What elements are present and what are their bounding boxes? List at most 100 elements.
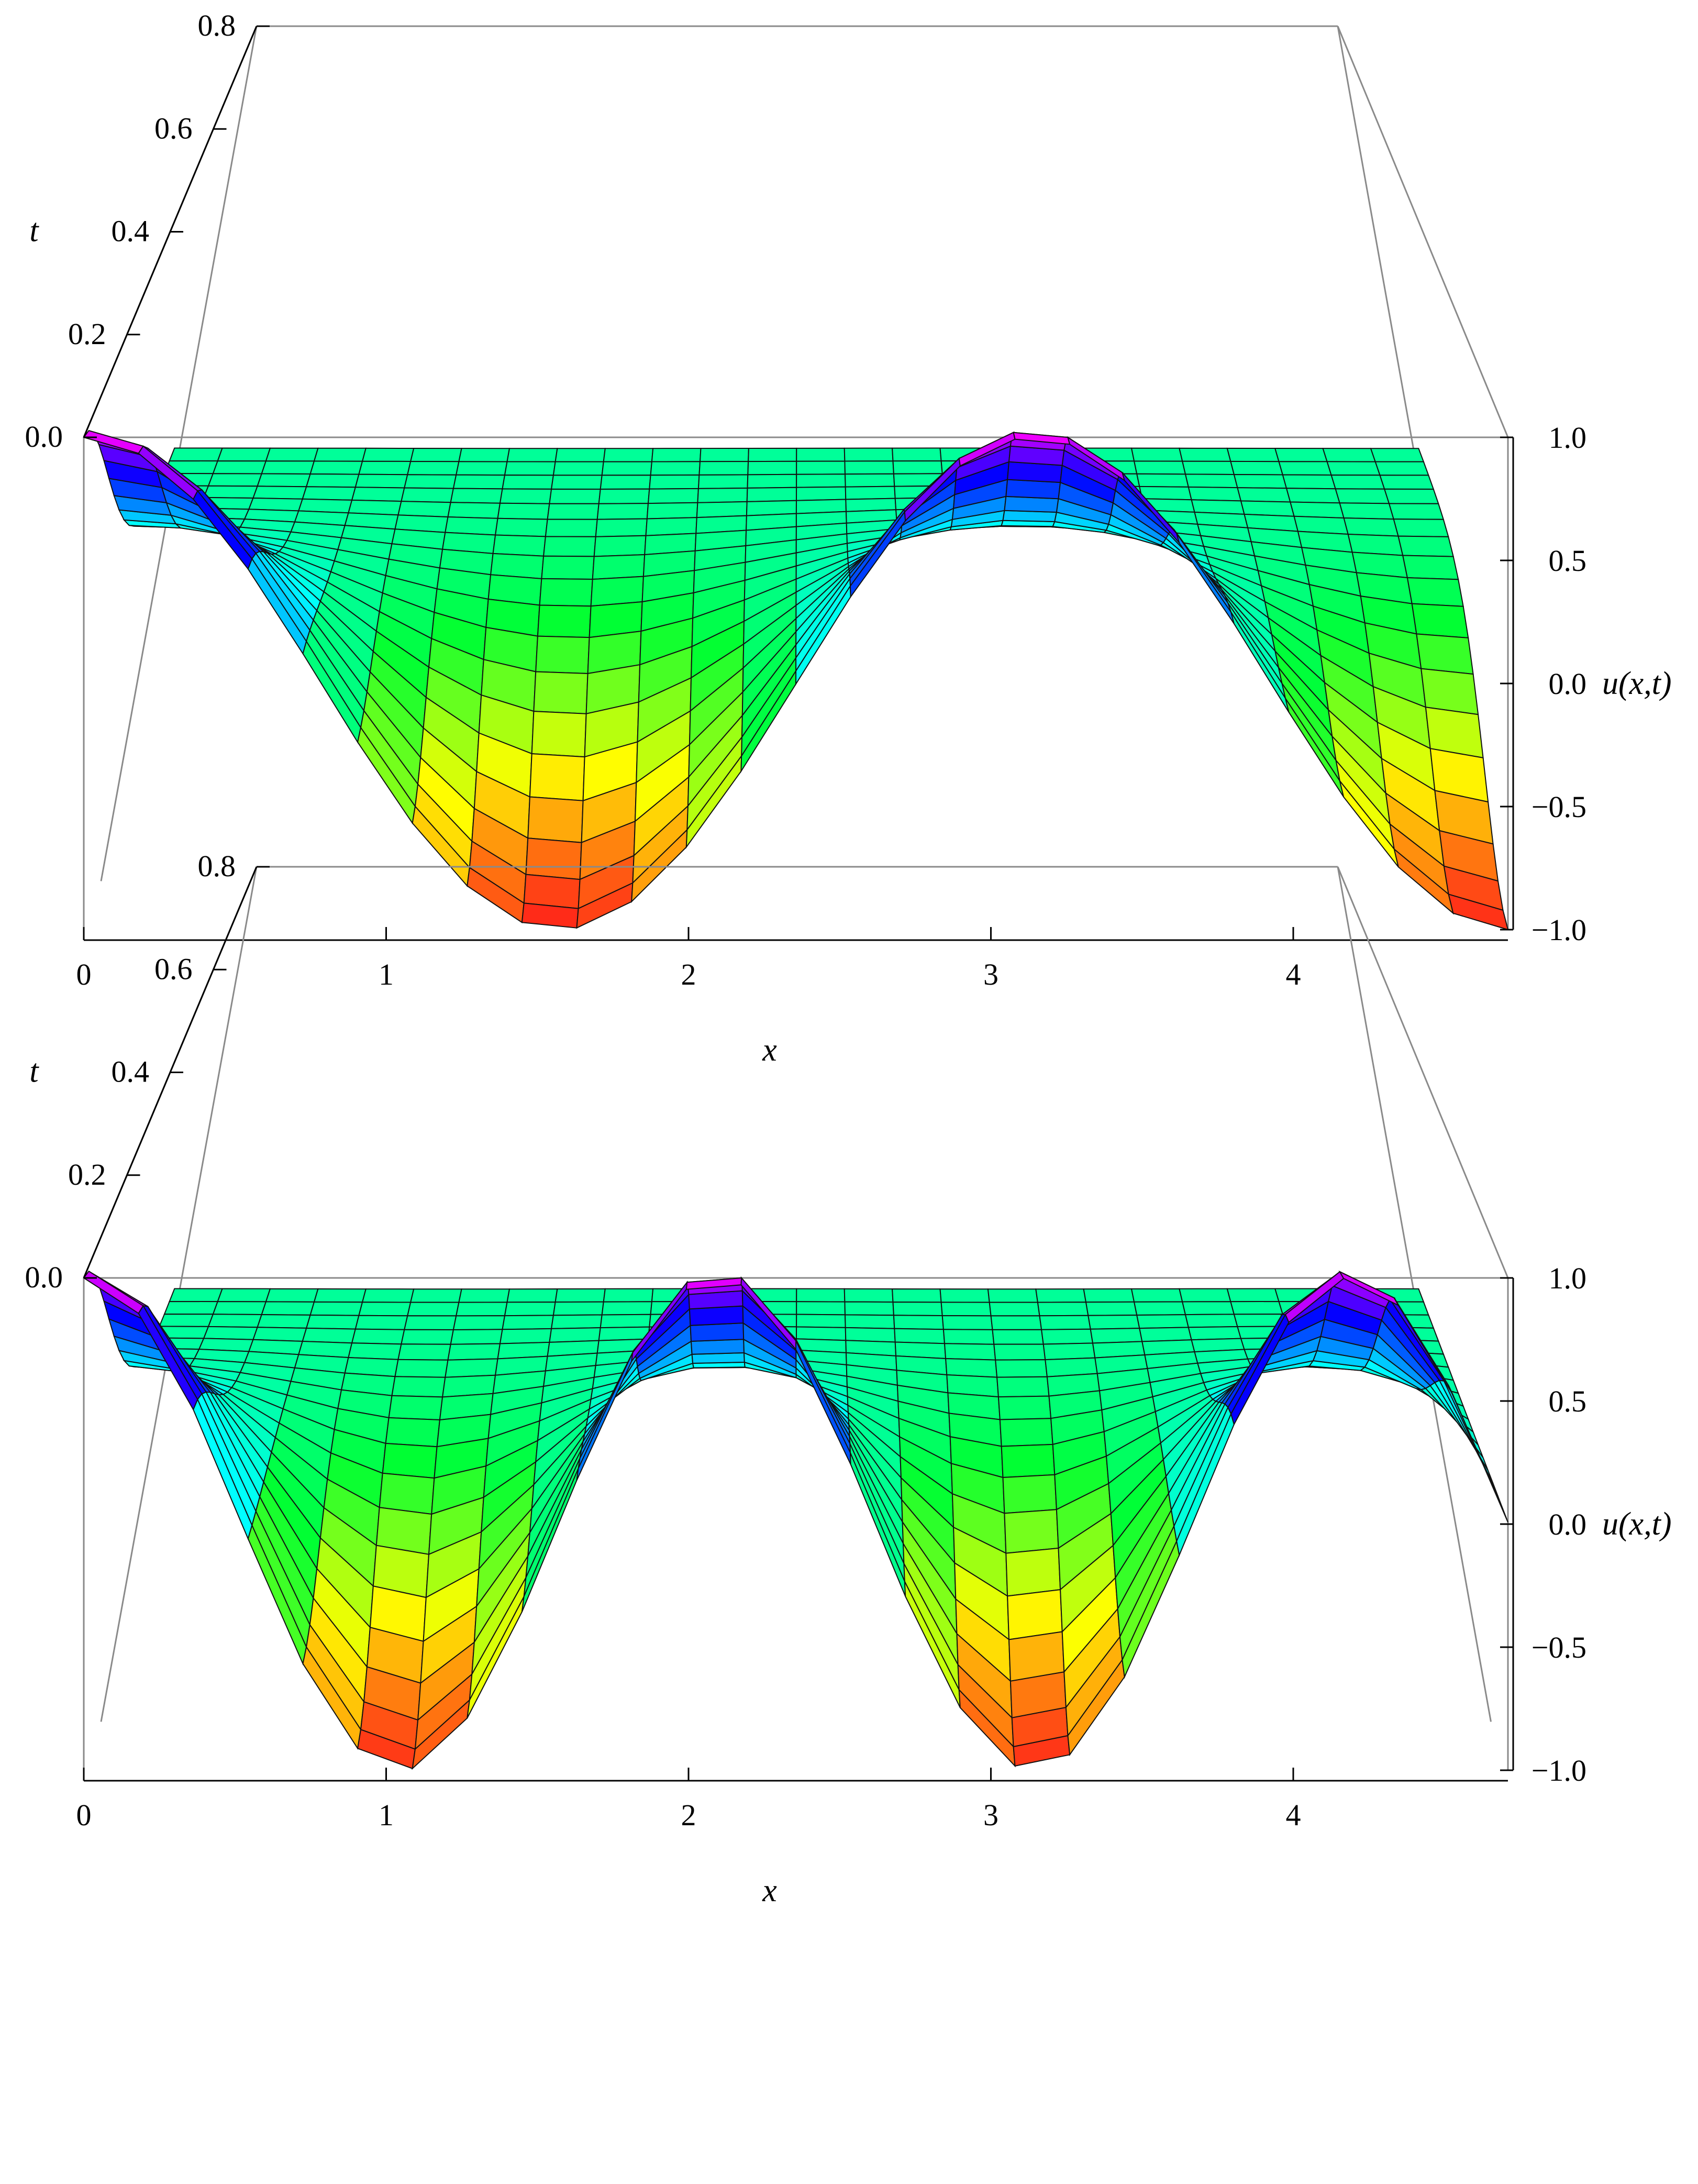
surface-patch (265, 447, 319, 462)
surface-patch (690, 1339, 745, 1355)
surface-patch (1133, 460, 1186, 475)
surface-patch (554, 448, 606, 462)
surface-patch (504, 461, 556, 476)
surface-patch (844, 460, 894, 475)
surface-patch (1087, 1314, 1140, 1330)
surface-patch (1007, 1589, 1063, 1640)
t-tick-label: 0.4 (112, 214, 150, 248)
surface-patch (302, 1327, 357, 1344)
surface-patch (1379, 475, 1435, 490)
surface-patch (404, 1315, 457, 1331)
surface-patch (1179, 447, 1231, 462)
surface-patch (1289, 501, 1345, 519)
surface-patch (545, 519, 598, 537)
surface-patch (445, 1358, 498, 1378)
surface-patch (361, 1288, 415, 1303)
surface-patch (1388, 503, 1445, 520)
surface-patch (452, 474, 506, 490)
surface-patch (1383, 488, 1439, 504)
x-tick-label: 3 (983, 1798, 998, 1832)
surface-patch (407, 1301, 460, 1317)
surface-patch (401, 487, 454, 503)
surface-patch (600, 1314, 651, 1329)
surface-patch (600, 475, 651, 490)
surface-patch (207, 473, 263, 487)
surface-patch (795, 1326, 847, 1341)
surface-patch (527, 796, 584, 843)
surface-patch (302, 486, 357, 501)
surface-patch (795, 486, 847, 501)
surface-patch (1237, 487, 1291, 503)
surface-patch (990, 1315, 1042, 1330)
surface-patch (447, 1343, 501, 1361)
surface-patch (354, 1315, 408, 1330)
surface-patch (1035, 1288, 1087, 1303)
u-tick-label: 1.0 (1549, 421, 1587, 455)
surface-patch (1416, 633, 1474, 675)
surface-patch (1326, 461, 1381, 476)
surface-patch (997, 1395, 1052, 1420)
surface-patch (163, 1300, 219, 1315)
x-tick-label: 1 (379, 1798, 394, 1832)
surface-patch (452, 1315, 506, 1331)
surface-patch (492, 534, 547, 557)
surface-patch (1226, 447, 1280, 462)
surface-patch (539, 578, 593, 607)
surface-patch (892, 1301, 943, 1317)
surface-patch (892, 447, 942, 462)
surface-patch (844, 447, 894, 462)
surface-patch (1181, 460, 1235, 476)
surface-patch (747, 460, 797, 476)
surface-patch (1402, 555, 1459, 580)
surface-patch (554, 1288, 606, 1303)
surface-patch (382, 1442, 438, 1479)
surface-patch (987, 1288, 1039, 1303)
surface-patch (1039, 1315, 1091, 1330)
t-tick-label: 0.0 (25, 1260, 63, 1294)
surface-patch (261, 1301, 315, 1316)
surface-patch (212, 460, 267, 475)
surface-patch (696, 501, 748, 519)
u-tick-label: 0.5 (1549, 1384, 1587, 1418)
surface-patch (1004, 1509, 1059, 1554)
surface-patch (1188, 486, 1242, 502)
surface-patch (1343, 517, 1399, 537)
surface-patch (351, 1328, 405, 1345)
u-tick-label: 1.0 (1549, 1261, 1587, 1295)
surface-patch (445, 516, 498, 536)
surface-patch (394, 1359, 449, 1378)
surface-patch (391, 1376, 446, 1398)
surface-patch (592, 554, 646, 580)
surface-patch (542, 536, 596, 557)
surface-patch (1411, 603, 1469, 638)
surface-patch (458, 448, 510, 462)
surface-patch (1085, 1301, 1138, 1316)
surface-patch (506, 1288, 558, 1303)
surface-patch (499, 1328, 552, 1344)
surface-patch (1139, 486, 1192, 501)
x-tick-label: 4 (1285, 957, 1301, 991)
t-axis-label: t (29, 213, 39, 249)
surface-patch (590, 576, 644, 607)
surface-patch (361, 447, 415, 462)
u-tick-label: −0.5 (1531, 790, 1586, 824)
axes: 0 1 2 3 4 x 0.0 0.2 0.4 0.6 0.8 t 1.0 0.5 0.0 −0.5 −1.0 u… (25, 8, 1672, 1068)
surface-patch (407, 460, 460, 476)
surface-patch (645, 517, 697, 536)
surface-patch (497, 502, 550, 520)
surface-patch (892, 1288, 942, 1303)
surface-patch (252, 486, 307, 500)
surface-patch (647, 488, 699, 504)
surface-patch (796, 1314, 846, 1328)
u-axis-label: u(x,t) (1602, 666, 1672, 701)
surface-patch (523, 874, 581, 909)
surface-patch (598, 1326, 650, 1341)
surface-patch (989, 1301, 1040, 1317)
surface-patch (1090, 1328, 1143, 1344)
surface-patch (502, 475, 554, 490)
surface-patch (1001, 1443, 1056, 1479)
surface-patch (348, 1342, 402, 1360)
surface-patch (993, 1343, 1046, 1361)
surface-patch (697, 474, 749, 489)
surface-patch (547, 503, 600, 520)
